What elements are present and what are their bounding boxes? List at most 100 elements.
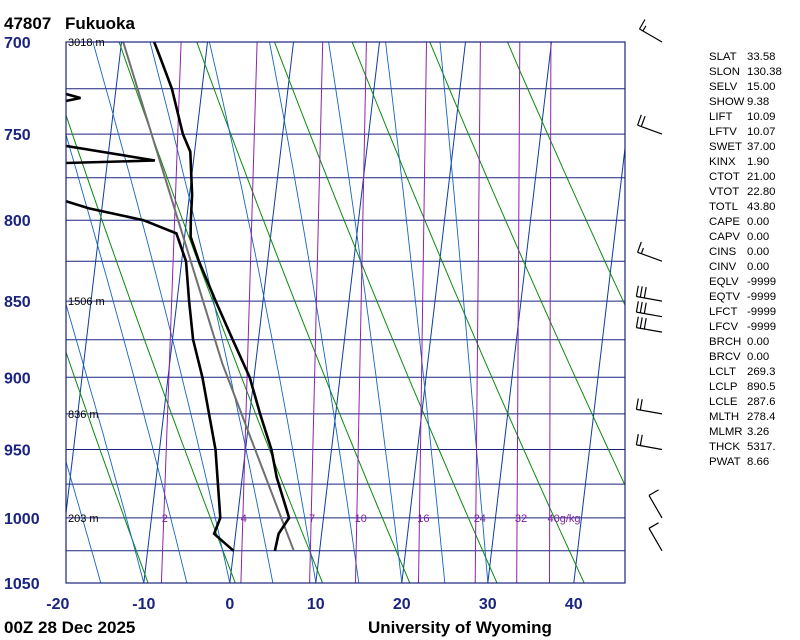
index-key: VTOT	[709, 186, 740, 198]
moist-adiabat-line	[208, 42, 317, 583]
index-key: LIFT	[709, 111, 733, 123]
isotherm-line	[229, 42, 294, 583]
temperature-tick-label: -20	[46, 596, 69, 613]
index-row: CINS 0.00	[709, 245, 782, 260]
isotherm-line	[0, 42, 36, 583]
pressure-tick-label: 900	[4, 370, 31, 387]
temperature-tick-label: 30	[479, 596, 497, 613]
index-value: 269.3	[747, 366, 776, 378]
moist-adiabat-line	[269, 42, 360, 583]
index-key: SLON	[709, 66, 741, 78]
mixing-ratio-label: 40g/kg	[548, 513, 581, 525]
pressure-tick-label: 1000	[4, 511, 40, 528]
dry-adiabat-line	[507, 42, 625, 307]
height-label: 203 m	[68, 513, 99, 525]
index-value: 0.00	[747, 336, 770, 348]
index-row: EQLV -9999	[709, 275, 782, 290]
index-key: KINX	[709, 156, 736, 168]
isobar-grid	[66, 41, 625, 584]
index-value: 287.6	[747, 396, 776, 408]
mixing-ratio-label: 10	[355, 513, 367, 525]
index-row: SWET 37.00	[709, 140, 782, 155]
index-value: -9999	[747, 306, 777, 318]
index-value: -9999	[747, 276, 777, 288]
mixing-ratio-label: 7	[309, 513, 315, 525]
index-row: SELV 15.00	[709, 80, 782, 95]
isotherm-line	[66, 42, 122, 518]
wind-barb	[635, 398, 663, 415]
moist-adiabat-line	[66, 460, 102, 583]
index-key: PWAT	[709, 456, 741, 468]
index-key: TOTL	[709, 201, 738, 213]
wind-barb	[635, 301, 663, 318]
index-value: 5317.	[747, 441, 776, 453]
index-key: LCLT	[709, 366, 737, 378]
axis-labels: 700 750 800 850 900 950 1000 1050 -20 -10 0 10 20 30 4…	[4, 35, 583, 613]
index-row: MLMR 3.26	[709, 425, 782, 440]
index-row: CAPV 0.00	[709, 230, 782, 245]
parcel-path	[122, 42, 295, 552]
isotherm-line	[143, 42, 208, 583]
moist-adiabat-line	[328, 42, 403, 583]
index-key: BRCH	[709, 336, 742, 348]
index-value: 3.26	[747, 426, 770, 438]
index-value: 15.00	[747, 81, 776, 93]
index-row: KINX 1.90	[709, 155, 782, 170]
index-row: BRCV 0.00	[709, 350, 782, 365]
wind-barb	[635, 316, 663, 333]
temperature-tick-label: 20	[393, 596, 411, 613]
index-row: LCLE 287.6	[709, 395, 782, 410]
height-label: 836 m	[68, 409, 99, 421]
station-name: Fukuoka	[65, 14, 135, 33]
index-key: MLTH	[709, 411, 740, 423]
pressure-tick-label: 950	[4, 443, 31, 460]
index-row: CAPE 0.00	[709, 215, 782, 230]
index-value: 1.90	[747, 156, 770, 168]
index-value: 0.00	[747, 351, 770, 363]
index-key: CINS	[709, 246, 737, 258]
index-value: 9.38	[747, 96, 770, 108]
index-row: LIFT 10.09	[709, 110, 782, 125]
index-key: LFTV	[709, 126, 737, 138]
mixing-ratio-label: 4	[241, 513, 247, 525]
index-row: VTOT 22.80	[709, 185, 782, 200]
pressure-tick-label: 1050	[4, 576, 40, 593]
index-value: -9999	[747, 321, 777, 333]
plot-frame	[65, 41, 626, 584]
moist-adiabat-line	[92, 42, 231, 583]
index-row: SLAT 33.58	[709, 50, 782, 65]
observation-time: 00Z 28 Dec 2025	[4, 618, 135, 637]
dry-adiabat-line	[429, 42, 625, 487]
dry-adiabat-line	[66, 350, 149, 583]
index-value: 0.00	[747, 216, 770, 228]
wind-barb	[648, 522, 663, 552]
dry-adiabat-line	[0, 42, 61, 583]
index-key: BRCV	[709, 351, 741, 363]
temperature-line	[152, 42, 291, 552]
pressure-tick-label: 850	[4, 294, 31, 311]
index-value: 278.4	[747, 411, 776, 423]
height-label: 3018 m	[68, 37, 105, 49]
dewpoint-line	[66, 92, 235, 552]
dry-adiabat-line	[274, 42, 498, 583]
index-row: CTOT 21.00	[709, 170, 782, 185]
index-value: 33.58	[747, 51, 776, 63]
index-key: LCLE	[709, 396, 738, 408]
index-row: PWAT 8.66	[709, 455, 782, 470]
pressure-tick-label: 750	[4, 127, 31, 144]
index-row: LCLT 269.3	[709, 365, 782, 380]
mixing-ratio-line	[516, 42, 521, 583]
wind-barb	[637, 114, 663, 135]
index-row: BRCH 0.00	[709, 335, 782, 350]
moist-adiabat-line	[439, 42, 489, 583]
index-key: LFCV	[709, 321, 739, 333]
index-row: LCLP 890.5	[709, 380, 782, 395]
index-value: 0.00	[747, 231, 770, 243]
data-source: University of Wyoming	[368, 618, 552, 637]
index-row: THCK 5317.	[709, 440, 782, 455]
wind-barb	[638, 19, 663, 43]
index-key: CINV	[709, 261, 737, 273]
index-row: CINV 0.00	[709, 260, 782, 275]
index-value: 890.5	[747, 381, 776, 393]
